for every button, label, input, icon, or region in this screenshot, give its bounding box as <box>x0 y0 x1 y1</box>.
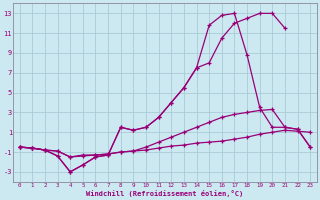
X-axis label: Windchill (Refroidissement éolien,°C): Windchill (Refroidissement éolien,°C) <box>86 190 244 197</box>
